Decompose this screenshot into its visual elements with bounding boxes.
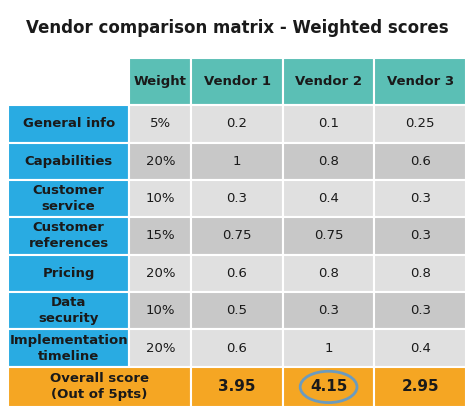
Text: Overall score
(Out of 5pts): Overall score (Out of 5pts) bbox=[50, 372, 149, 401]
Bar bbox=[191, 58, 283, 105]
Bar bbox=[129, 217, 191, 255]
Text: 0.3: 0.3 bbox=[410, 192, 431, 205]
Text: Data
security: Data security bbox=[38, 296, 99, 325]
Bar bbox=[283, 105, 374, 142]
Text: 0.25: 0.25 bbox=[405, 117, 435, 130]
Text: 20%: 20% bbox=[146, 342, 175, 355]
Text: 20%: 20% bbox=[146, 267, 175, 280]
Text: 4.15: 4.15 bbox=[310, 379, 347, 394]
Text: 0.3: 0.3 bbox=[318, 304, 339, 317]
Bar bbox=[374, 367, 466, 407]
Bar bbox=[283, 142, 374, 180]
Text: General info: General info bbox=[23, 117, 115, 130]
Text: Customer
references: Customer references bbox=[28, 222, 109, 251]
Bar bbox=[191, 180, 283, 217]
Bar bbox=[374, 105, 466, 142]
Text: Vendor 3: Vendor 3 bbox=[387, 75, 454, 88]
Bar bbox=[283, 330, 374, 367]
Text: 10%: 10% bbox=[146, 304, 175, 317]
Bar bbox=[191, 255, 283, 292]
Bar bbox=[191, 217, 283, 255]
Bar bbox=[8, 330, 129, 367]
Text: Customer
service: Customer service bbox=[33, 184, 105, 213]
Bar bbox=[191, 142, 283, 180]
Text: 1: 1 bbox=[324, 342, 333, 355]
Text: 0.3: 0.3 bbox=[410, 304, 431, 317]
Text: 2.95: 2.95 bbox=[401, 379, 439, 394]
Bar bbox=[8, 142, 129, 180]
Bar bbox=[283, 217, 374, 255]
Bar bbox=[374, 180, 466, 217]
Text: 5%: 5% bbox=[150, 117, 171, 130]
Bar bbox=[374, 330, 466, 367]
Bar bbox=[129, 58, 191, 105]
Text: 0.3: 0.3 bbox=[410, 229, 431, 242]
Bar bbox=[283, 367, 374, 407]
Text: 10%: 10% bbox=[146, 192, 175, 205]
Text: Vendor 1: Vendor 1 bbox=[203, 75, 271, 88]
Text: 20%: 20% bbox=[146, 155, 175, 168]
Text: 0.6: 0.6 bbox=[227, 267, 247, 280]
Bar bbox=[283, 180, 374, 217]
Bar bbox=[374, 217, 466, 255]
Bar bbox=[129, 292, 191, 330]
Bar bbox=[8, 58, 129, 105]
Text: Weight: Weight bbox=[134, 75, 187, 88]
Bar bbox=[8, 367, 191, 407]
Text: 1: 1 bbox=[233, 155, 241, 168]
Bar bbox=[283, 292, 374, 330]
Text: 0.8: 0.8 bbox=[410, 267, 431, 280]
Bar bbox=[374, 292, 466, 330]
Bar bbox=[8, 255, 129, 292]
Text: 0.6: 0.6 bbox=[410, 155, 431, 168]
Text: Vendor 2: Vendor 2 bbox=[295, 75, 362, 88]
Bar bbox=[191, 105, 283, 142]
Text: Vendor comparison matrix - Weighted scores: Vendor comparison matrix - Weighted scor… bbox=[26, 19, 448, 37]
Text: Implementation
timeline: Implementation timeline bbox=[9, 334, 128, 363]
Bar bbox=[374, 255, 466, 292]
Text: 0.75: 0.75 bbox=[314, 229, 343, 242]
Text: 0.4: 0.4 bbox=[410, 342, 431, 355]
Bar bbox=[191, 367, 283, 407]
Bar bbox=[283, 255, 374, 292]
Bar bbox=[129, 105, 191, 142]
Bar bbox=[283, 58, 374, 105]
Text: 0.4: 0.4 bbox=[318, 192, 339, 205]
Text: 0.5: 0.5 bbox=[227, 304, 247, 317]
Bar bbox=[374, 58, 466, 105]
Bar bbox=[191, 292, 283, 330]
Text: 0.2: 0.2 bbox=[227, 117, 247, 130]
Text: 0.6: 0.6 bbox=[227, 342, 247, 355]
Text: 0.8: 0.8 bbox=[318, 267, 339, 280]
Bar bbox=[129, 180, 191, 217]
Bar bbox=[129, 330, 191, 367]
Text: Pricing: Pricing bbox=[43, 267, 95, 280]
Bar bbox=[8, 292, 129, 330]
Bar bbox=[374, 142, 466, 180]
Text: 0.3: 0.3 bbox=[227, 192, 247, 205]
Text: 15%: 15% bbox=[146, 229, 175, 242]
Bar bbox=[8, 217, 129, 255]
Text: 0.1: 0.1 bbox=[318, 117, 339, 130]
Bar bbox=[129, 255, 191, 292]
Bar bbox=[191, 330, 283, 367]
Bar bbox=[8, 105, 129, 142]
Text: Capabilities: Capabilities bbox=[25, 155, 113, 168]
Bar bbox=[8, 180, 129, 217]
Text: 3.95: 3.95 bbox=[218, 379, 256, 394]
Bar bbox=[129, 142, 191, 180]
Text: 0.75: 0.75 bbox=[222, 229, 252, 242]
Text: 0.8: 0.8 bbox=[318, 155, 339, 168]
